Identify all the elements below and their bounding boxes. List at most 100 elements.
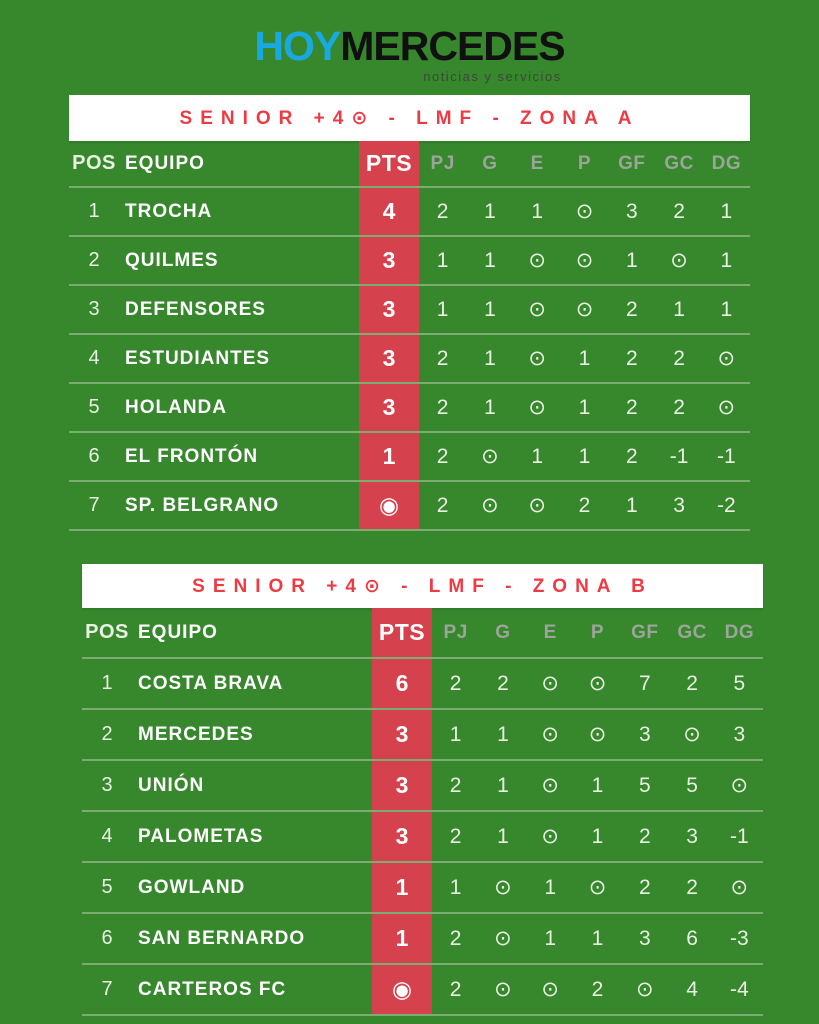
cell-p: 2 [591,977,604,1001]
cell-gc: 4 [686,977,698,1001]
cell-pts: 3 [372,761,432,810]
cell-pts: ◉ [372,965,432,1014]
cell-g: ⊙ [481,494,499,517]
cell-g: 1 [484,297,496,321]
cell-g: ⊙ [494,978,512,1001]
cell-pts: 3 [359,237,419,284]
column-header-gf: GF [631,621,659,643]
cell-equipo: UNIÓN [138,774,205,796]
column-header-p: P [577,152,592,174]
cell-gc: 1 [673,297,685,321]
table-row: 4 ESTUDIANTES 3 2 1 ⊙ 1 2 2 ⊙ [69,333,750,382]
cell-g: 1 [484,395,496,419]
cell-dg: 5 [733,671,746,695]
cell-g: 1 [484,248,496,272]
logo-wordmark: HOYMERCEDES [254,23,565,69]
cell-p: 1 [578,346,591,370]
cell-pts: 3 [359,286,419,333]
cell-g: 1 [484,346,496,370]
cell-pj: 1 [436,297,449,321]
cell-pts: 6 [372,659,432,708]
cell-g: 2 [497,671,509,695]
column-header-pj: PJ [443,621,468,643]
zone-title-banner: SENIOR +4⊙ - LMF - ZONA B [82,564,763,608]
cell-gc: 2 [673,346,685,370]
cell-e: 1 [544,875,557,899]
cell-g: ⊙ [494,876,512,899]
logo: HOYMERCEDES noticias y servicios [254,0,565,84]
cell-equipo: COSTA BRAVA [138,672,284,694]
logo-tagline: noticias y servicios [423,69,562,84]
cell-gf: 3 [638,926,651,950]
cell-equipo: DEFENSORES [125,298,266,320]
cell-g: 1 [497,824,509,848]
cell-p: 1 [578,444,591,468]
table-row: 6 EL FRONTÓN 1 2 ⊙ 1 1 2 -1 -1 [69,431,750,480]
cell-gf: 5 [638,773,651,797]
column-header-equipo: EQUIPO [125,152,205,174]
column-header-pj: PJ [430,152,455,174]
cell-pj: 2 [449,824,462,848]
cell-gf: 2 [625,297,638,321]
cell-pts: 3 [359,384,419,431]
cell-pts: 1 [372,914,432,963]
cell-pj: 2 [449,926,462,950]
cell-gc: 2 [673,199,685,223]
cell-dg: -3 [730,926,749,950]
cell-g: ⊙ [481,445,499,468]
cell-p: ⊙ [575,298,594,321]
column-header-gc: GC [664,152,694,174]
cell-p: ⊙ [575,249,594,272]
cell-pts: 1 [372,863,432,912]
column-header-e: E [530,152,544,174]
cell-pj: 2 [436,346,449,370]
table-row: 5 GOWLAND 1 1 ⊙ 1 ⊙ 2 2 ⊙ [82,861,763,912]
cell-dg: -1 [730,824,749,848]
cell-gf: 2 [625,346,638,370]
zone-title: SENIOR +4⊙ - LMF - ZONA A [179,107,640,129]
cell-pos: 5 [88,396,100,418]
column-header-pos: POS [85,621,129,643]
cell-equipo: HOLANDA [125,396,227,418]
cell-equipo: PALOMETAS [138,825,264,847]
cell-e: 1 [544,926,557,950]
cell-gf: 2 [625,444,638,468]
cell-gc: 2 [686,671,698,695]
cell-equipo: QUILMES [125,249,219,271]
cell-p: 1 [578,395,591,419]
cell-pos: 4 [88,347,100,369]
cell-dg: -1 [717,444,736,468]
table-row: 7 CARTEROS FC ◉ 2 ⊙ ⊙ 2 ⊙ 4 -4 [82,963,763,1016]
cell-pts: 1 [359,433,419,480]
column-header-e: E [543,621,557,643]
cell-equipo: SP. BELGRANO [125,494,280,516]
cell-e: ⊙ [528,494,546,517]
cell-gc: 6 [686,926,698,950]
cell-equipo: SAN BERNARDO [138,927,306,949]
cell-e: 1 [531,444,544,468]
cell-g: ⊙ [494,927,512,950]
cell-pos: 7 [101,978,113,1000]
table-row: 2 QUILMES 3 1 1 ⊙ ⊙ 1 ⊙ 1 [69,235,750,284]
cell-pj: 2 [436,395,449,419]
cell-dg: -2 [717,493,736,517]
cell-pos: 1 [88,200,100,222]
cell-e: 1 [531,199,544,223]
table-row: 4 PALOMETAS 3 2 1 ⊙ 1 2 3 -1 [82,810,763,861]
cell-gf: 2 [638,875,651,899]
cell-gf: 3 [638,722,651,746]
logo-mercedes: MERCEDES [340,23,565,69]
cell-gc: 5 [686,773,698,797]
column-header-pts: PTS [372,608,432,657]
cell-gc: 3 [686,824,698,848]
column-header-g: G [495,621,511,643]
cell-pts: 3 [372,812,432,861]
column-header-dg: DG [711,152,742,174]
cell-gf: 2 [625,395,638,419]
cell-pos: 5 [101,876,113,898]
column-header-equipo: EQUIPO [138,621,218,643]
cell-equipo: GOWLAND [138,876,246,898]
cell-p: ⊙ [575,200,594,223]
table-row: 2 MERCEDES 3 1 1 ⊙ ⊙ 3 ⊙ 3 [82,708,763,759]
cell-dg: 3 [733,722,746,746]
